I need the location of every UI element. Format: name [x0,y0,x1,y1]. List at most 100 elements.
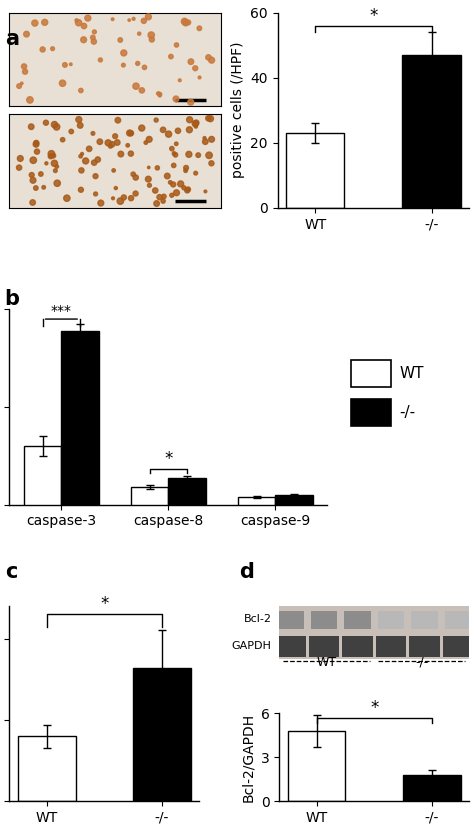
Point [159,195,167,208]
Point [181,15,188,29]
Point [63,191,71,205]
Bar [24,446,61,504]
Point [92,187,100,201]
Point [85,142,93,155]
Point [182,16,190,29]
Point [173,39,180,52]
Point [155,86,162,100]
Point [168,142,176,155]
Point [40,180,47,194]
Point [208,54,215,67]
Point [41,16,48,29]
Point [67,58,74,71]
Point [29,174,37,187]
Bar [402,55,461,208]
Point [159,123,167,137]
Text: b: b [5,289,20,310]
Point [120,46,128,60]
Bar [311,611,337,628]
Point [182,164,190,177]
Point [145,10,152,23]
Point [201,185,209,198]
Point [160,190,168,203]
Point [42,116,50,129]
Point [154,161,161,175]
Point [31,17,38,30]
Point [168,189,175,202]
Point [51,157,58,170]
Text: WT: WT [317,655,337,669]
Point [152,184,159,197]
Bar [309,636,339,657]
Point [196,70,203,84]
Point [59,133,66,147]
Point [165,128,173,141]
Bar [351,399,391,426]
Point [27,120,35,133]
Point [73,13,81,27]
Text: *: * [100,595,109,612]
Point [173,137,180,150]
Point [75,16,82,29]
Point [156,87,164,101]
Point [147,29,155,42]
Point [183,184,191,197]
Point [91,25,98,39]
Bar [378,611,404,628]
Point [138,84,146,97]
Text: d: d [239,562,254,582]
Point [174,124,182,138]
Point [164,169,171,183]
Point [184,16,192,29]
Point [124,138,131,152]
Point [185,148,192,161]
Bar [238,498,275,504]
Point [192,120,200,133]
Point [176,74,183,87]
Point [49,42,56,55]
Point [32,136,40,149]
Bar [443,636,473,657]
Point [113,136,121,149]
Point [177,177,184,190]
Bar [409,636,439,657]
Point [187,55,195,69]
Point [141,60,148,74]
Bar [277,611,304,628]
Point [82,154,90,168]
Point [132,80,140,93]
Point [114,113,122,127]
Text: a: a [5,29,19,50]
Point [90,35,98,49]
Point [184,183,192,196]
Point [148,33,155,46]
Point [152,113,160,127]
Point [61,58,69,71]
Point [76,118,84,132]
Point [186,113,193,127]
Point [80,33,87,46]
Point [28,169,36,182]
Point [146,179,153,192]
Point [97,53,104,66]
Point [50,149,57,163]
Point [117,34,124,47]
Point [126,13,133,27]
Text: c: c [5,562,17,582]
Point [120,190,128,204]
Point [173,186,180,200]
Point [43,157,50,170]
Point [208,133,215,146]
Point [191,117,199,130]
Bar [403,775,461,801]
Point [126,127,133,140]
Y-axis label: positive cells (/HPF): positive cells (/HPF) [231,42,245,179]
Point [187,96,194,109]
Text: *: * [164,451,173,468]
Point [156,89,164,102]
Point [17,152,24,165]
Text: Bcl-2: Bcl-2 [244,614,272,624]
Point [166,175,174,189]
Point [97,196,105,210]
Point [89,31,97,44]
